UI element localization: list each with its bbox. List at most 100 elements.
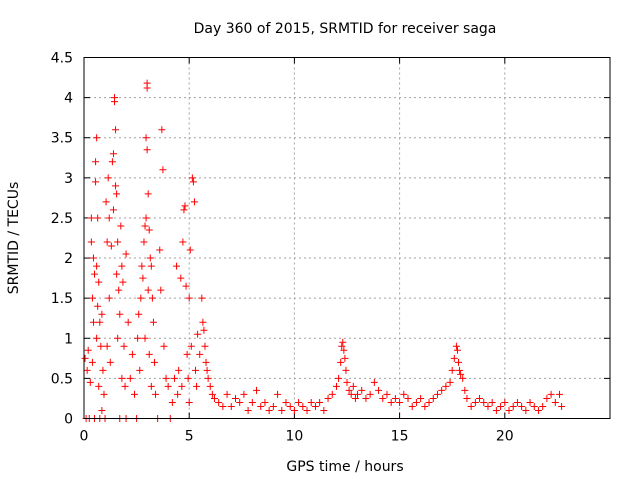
data-point [105,214,113,222]
data-point [387,398,395,406]
data-point [340,346,348,354]
data-point [295,398,303,406]
data-point [324,394,332,402]
data-point [185,398,193,406]
data-point [509,402,517,410]
y-tick-label: 4 [64,91,73,107]
y-tick-label: 2.5 [51,211,73,227]
data-point [178,382,186,390]
data-point [192,366,200,374]
data-point [126,374,134,382]
data-point [303,406,311,414]
data-point [282,398,290,406]
data-point [337,358,345,366]
data-point [408,402,416,410]
data-point [219,402,227,410]
data-point [467,402,475,410]
data-point [421,402,429,410]
data-point [208,390,216,398]
data-point [400,390,408,398]
data-point [343,378,351,386]
data-point [117,222,125,230]
chart-title: Day 360 of 2015, SRMTID for receiver sag… [194,21,497,37]
data-point [456,366,464,374]
data-point [370,378,378,386]
data-point [119,278,127,286]
data-point [94,214,102,222]
data-point [83,366,91,374]
tick-labels: 0 0.5 1 1.5 2 2.5 3 3.5 4 4.5 0 5 10 15 20 [51,51,514,445]
data-point [269,402,277,410]
data-point [351,394,359,402]
data-point [383,390,391,398]
data-point [164,382,172,390]
data-point [177,274,185,282]
data-point [97,342,105,350]
data-point [140,238,148,246]
data-point [274,390,282,398]
data-point [425,398,433,406]
data-point [170,374,178,382]
data-point [231,394,239,402]
data-point [412,398,420,406]
y-tick-label: 1 [64,331,73,347]
data-point [320,406,328,414]
y-tick-label: 3 [64,171,73,187]
data-point [141,334,149,342]
data-point [196,350,204,358]
data-point [404,394,412,402]
data-point [513,398,521,406]
data-point [459,374,467,382]
data-point [354,390,362,398]
data-point [114,334,122,342]
x-tick-label: 5 [185,429,194,445]
data-point [202,358,210,366]
data-point [81,354,89,362]
data-point [98,310,106,318]
data-point [136,366,144,374]
data-point [112,182,120,190]
data-point [452,342,460,350]
data-point [144,286,152,294]
axis-ticks [83,57,610,419]
data-point [130,390,138,398]
data-point [339,338,347,346]
y-tick-label: 0.5 [51,371,73,387]
data-point [366,390,374,398]
data-point [142,134,150,142]
data-point [118,374,126,382]
data-point [240,390,248,398]
data-point [124,318,132,326]
data-point [185,294,193,302]
data-point [92,158,100,166]
data-point [215,398,223,406]
data-point [109,206,117,214]
data-point [244,406,252,414]
data-point [227,402,235,410]
plot-frame [83,57,611,419]
data-point [204,374,212,382]
data-point [138,262,146,270]
data-point [157,286,165,294]
data-point [198,294,206,302]
data-point [349,382,357,390]
data-point [84,346,92,354]
data-point [248,398,256,406]
data-point [96,318,104,326]
data-point [253,386,261,394]
data-point [391,394,399,402]
data-point [149,318,157,326]
data-point [290,406,298,414]
data-point [497,402,505,410]
data-point [147,262,155,270]
data-point [108,158,116,166]
data-point [476,394,484,402]
data-point [461,386,469,394]
data-point [345,386,353,394]
data-point [93,134,101,142]
data-point [558,402,566,410]
data-point [156,246,164,254]
data-point [115,286,123,294]
data-point [112,126,120,134]
